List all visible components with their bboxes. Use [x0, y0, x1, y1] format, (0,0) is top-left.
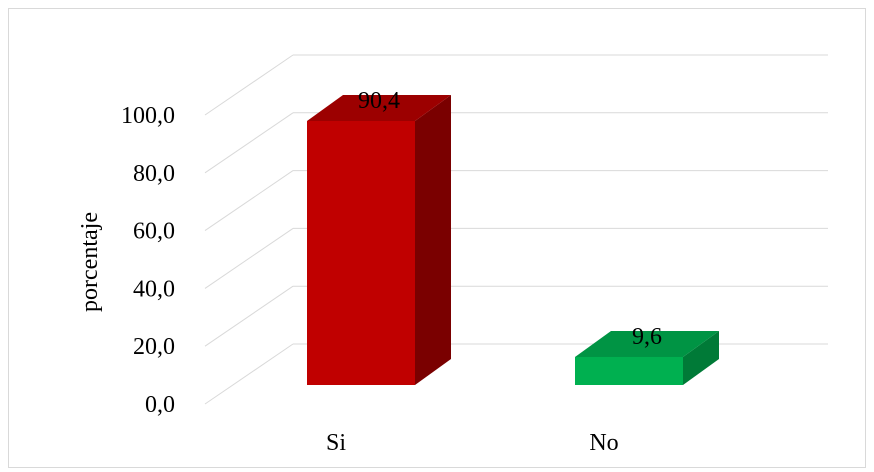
- gridlines: [204, 54, 828, 405]
- y-axis-label: porcentaje: [77, 212, 103, 312]
- x-tick-no: No: [589, 430, 618, 456]
- bar-top: [307, 95, 451, 121]
- bar-side: [415, 95, 451, 385]
- bar-front: [575, 356, 683, 385]
- bar-no: [575, 330, 719, 385]
- y-tick-label: 60,0: [133, 219, 175, 245]
- bar-front: [307, 121, 415, 385]
- bar-side: [683, 330, 719, 385]
- gridline-diagonal: [204, 54, 294, 116]
- bar-si: [307, 95, 451, 385]
- y-axis-ticks: 0,0 20,0 40,0 60,0 80,0 100,0: [121, 103, 175, 418]
- x-axis-categories: Si No: [326, 430, 619, 456]
- y-tick-label: 40,0: [133, 276, 175, 302]
- y-tick-label: 100,0: [121, 103, 175, 129]
- data-labels: 90,4 9,6: [358, 88, 662, 350]
- gridline-diagonal: [204, 170, 294, 232]
- y-tick-label: 0,0: [145, 392, 175, 418]
- x-tick-si: Si: [326, 430, 346, 456]
- data-label-no: 9,6: [632, 324, 662, 350]
- gridline-diagonal: [204, 227, 294, 289]
- gridline-diagonal: [204, 285, 294, 347]
- y-tick-label: 20,0: [133, 334, 175, 360]
- bar-top: [575, 330, 719, 357]
- bars: [307, 95, 719, 385]
- y-tick-label: 80,0: [133, 161, 175, 187]
- gridline-diagonal: [204, 112, 294, 174]
- data-label-si: 90,4: [358, 88, 400, 114]
- gridline-diagonal: [204, 343, 294, 405]
